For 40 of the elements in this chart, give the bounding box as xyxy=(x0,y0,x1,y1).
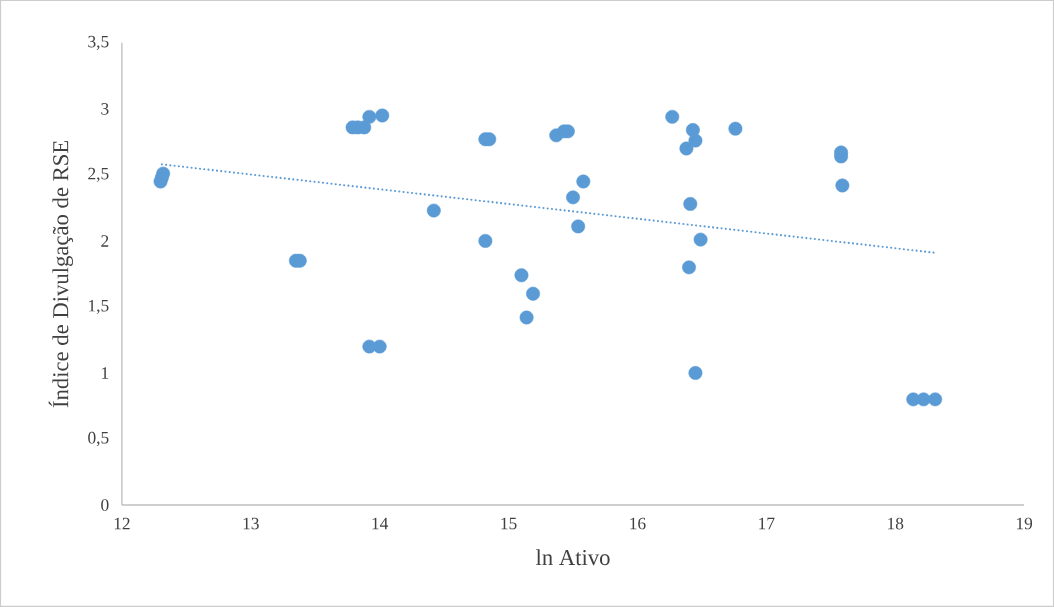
point xyxy=(916,392,931,407)
point xyxy=(372,339,387,354)
point xyxy=(526,286,540,301)
y-tick-label: 2,5 xyxy=(88,167,109,183)
point xyxy=(576,174,591,189)
point xyxy=(566,190,580,205)
y-tick-label: 0 xyxy=(101,499,109,511)
y-tick-label: 1 xyxy=(102,367,109,379)
y-tick-label: 1,5 xyxy=(89,299,109,315)
point xyxy=(835,178,850,193)
point xyxy=(682,260,696,275)
y-tick-label: 2 xyxy=(101,235,109,247)
x-axis-title: ln Ativo xyxy=(536,549,610,566)
point xyxy=(362,109,377,124)
point xyxy=(693,232,708,247)
point xyxy=(478,234,493,248)
point xyxy=(688,366,703,380)
x-tick-label: 13 xyxy=(243,517,259,530)
point xyxy=(928,392,943,407)
y-tick-label: 3,5 xyxy=(88,35,109,51)
x-tick-label: 16 xyxy=(630,517,646,530)
y-axis-title: Índice de Divulgação de RSE xyxy=(48,141,74,408)
point xyxy=(679,141,694,156)
x-tick-label: 15 xyxy=(501,517,517,530)
point xyxy=(426,203,441,218)
y-tick-label: 0,5 xyxy=(88,431,109,447)
x-tick-label: 17 xyxy=(759,517,775,530)
point xyxy=(375,108,390,123)
point xyxy=(665,109,680,124)
point xyxy=(519,310,534,325)
point xyxy=(728,121,743,136)
point xyxy=(571,219,586,234)
x-tick-label: 19 xyxy=(1016,517,1033,530)
point xyxy=(683,197,698,211)
x-tick-label: 14 xyxy=(372,517,389,530)
x-tick-label: 18 xyxy=(888,517,904,530)
point xyxy=(688,133,703,148)
y-tick-label: 3 xyxy=(101,103,109,115)
x-tick-label: 12 xyxy=(114,517,130,530)
point xyxy=(514,268,529,283)
